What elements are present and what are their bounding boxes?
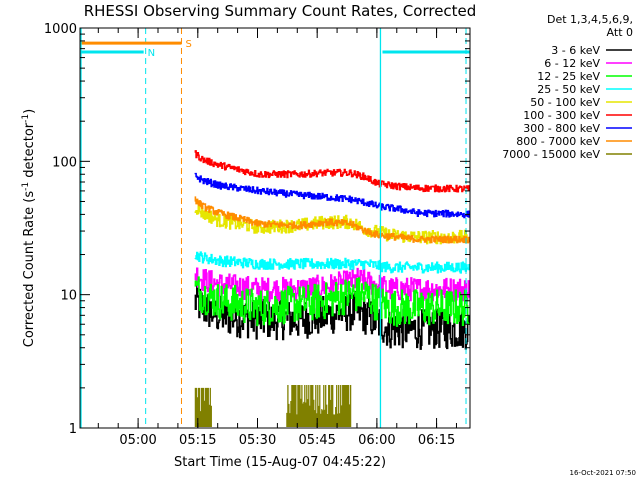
y-tick-label: 1000 [44,22,77,37]
legend-label: 6 - 12 keV [544,57,600,70]
legend-entry: 50 - 100 keV [530,96,632,109]
x-tick-label: 06:00 [358,433,395,448]
legend-header-1: Det 1,3,4,5,6,9, [547,13,633,26]
x-tick-label: 06:15 [418,433,455,448]
series-12-25-kev [194,276,470,327]
flag-s: S [80,28,192,428]
x-tick-label: 05:30 [239,433,276,448]
flag-markers: NS [80,28,470,428]
legend-entry: 800 - 7000 keV [516,135,632,148]
footer-timestamp: 16-Oct-2021 07:50 [570,469,636,477]
plot-frame [79,27,471,429]
legend-label: 50 - 100 keV [530,96,600,109]
y-tick-label: 100 [52,155,77,170]
legend-entry: 6 - 12 keV [544,57,632,70]
series-line [194,150,470,193]
legend-header-2: Att 0 [607,26,633,39]
flag-label: N [148,48,155,59]
series-line [194,172,470,219]
series-100-300-kev [194,150,470,193]
legend-label: 100 - 300 keV [523,109,600,122]
legend-label: 300 - 800 keV [523,122,600,135]
series-line [194,196,470,244]
legend-label: 12 - 25 keV [537,70,600,83]
y-axis-title: Corrected Count Rate (s-1 detector-1) [21,109,37,347]
legend-entry: 7000 - 15000 keV [502,148,632,161]
series-segment [194,387,212,427]
x-tick-label: 05:00 [119,433,156,448]
legend-entry: 3 - 6 keV [551,44,632,57]
legend-label: 800 - 7000 keV [516,135,600,148]
series-6-12-kev [194,267,470,302]
legend-entry: 25 - 50 keV [537,83,632,96]
series-segment [286,385,352,427]
legend-entry: 300 - 800 keV [523,122,632,135]
legend-label: 7000 - 15000 keV [502,148,600,161]
flag-n: N [80,28,470,428]
series-lines [194,150,470,427]
y-tick-label: 1 [69,422,77,437]
flag-label: S [185,39,191,50]
x-axis: 05:00 05:15 05:30 05:45 06:00 06:15 [97,28,457,448]
series-line [194,276,470,327]
chart-title: RHESSI Observing Summary Count Rates, Co… [84,2,477,20]
series-line [194,267,470,302]
x-tick-label: 05:15 [179,433,216,448]
x-axis-title: Start Time (15-Aug-07 04:45:22) [174,455,386,470]
legend-label: 25 - 50 keV [537,83,600,96]
x-tick-label: 05:45 [298,433,335,448]
series-7000-15000-kev [194,385,352,427]
series-25-50-kev [194,251,470,274]
y-axis: 1 10 100 1000 [44,22,470,437]
legend-label: 3 - 6 keV [551,44,600,57]
series-300-800-kev [194,172,470,219]
legend-entry: 12 - 25 keV [537,70,632,83]
series-800-7000-kev [194,196,470,244]
series-line [194,251,470,274]
legend-entry: 100 - 300 keV [523,109,632,122]
y-tick-label: 10 [60,289,77,304]
